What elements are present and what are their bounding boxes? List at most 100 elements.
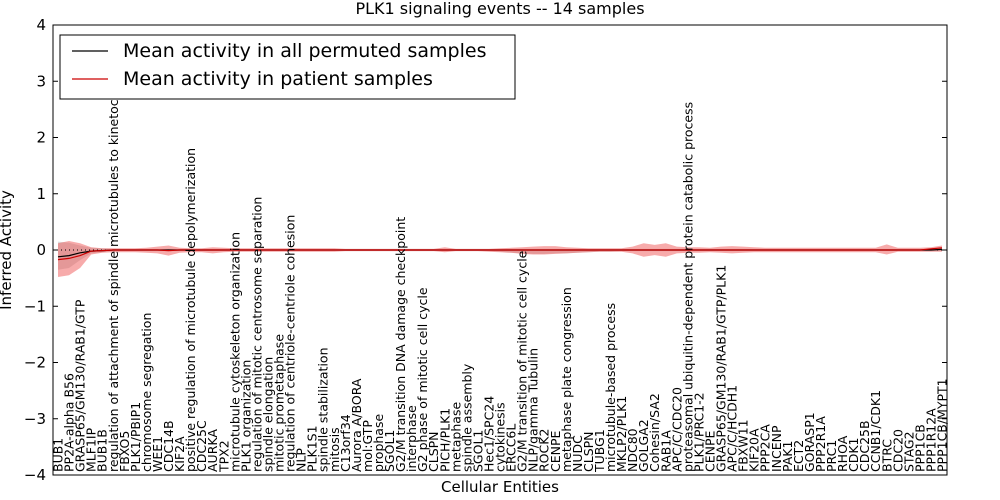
category-label: BTRC bbox=[879, 439, 894, 472]
category-label: APC/C/HCDH1 bbox=[725, 385, 740, 472]
category-label: regulation of attachment of spindle micr… bbox=[106, 71, 121, 472]
legend-label-permuted: Mean activity in all permuted samples bbox=[123, 40, 486, 62]
chart-title: PLK1 signaling events -- 14 samples bbox=[355, 0, 644, 18]
category-label: prophase bbox=[371, 414, 386, 472]
category-label: MKLP2/PLK1 bbox=[614, 396, 629, 472]
category-label: PP2A-alpha B56 bbox=[62, 373, 77, 472]
category-label: G2/M transition DNA damage checkpoint bbox=[393, 217, 408, 472]
category-label: NDC80 bbox=[625, 428, 640, 472]
category-label: APC/C/CDC20 bbox=[669, 387, 684, 472]
category-label: NLP bbox=[294, 448, 309, 472]
category-label: proteasomal ubiquitin-dependent protein … bbox=[680, 102, 695, 472]
category-label: CDC25B bbox=[857, 420, 872, 472]
category-label: CDC14B bbox=[161, 420, 176, 472]
x-axis-label: Cellular Entities bbox=[441, 478, 559, 496]
category-label: GOLGA2 bbox=[636, 419, 651, 472]
category-label: metaphase bbox=[448, 402, 463, 472]
category-label: CDK1 bbox=[846, 437, 861, 472]
category-label: KIF20A bbox=[747, 428, 762, 472]
category-label: CCNB1/CDK1 bbox=[868, 390, 883, 472]
category-label: TUBG1 bbox=[592, 429, 607, 473]
category-label: mitotic prometaphase bbox=[272, 334, 287, 472]
category-label: PPP1CB bbox=[912, 424, 927, 472]
category-label: SGOL1 bbox=[470, 430, 485, 472]
category-label: CLSPN bbox=[581, 431, 596, 472]
category-label: mitosis bbox=[327, 427, 342, 472]
y-tick-label: 3 bbox=[36, 72, 46, 90]
category-label: BUB1B bbox=[95, 429, 110, 472]
category-label: spindle elongation bbox=[260, 357, 275, 472]
category-label: ECT2 bbox=[791, 440, 806, 472]
y-tick-label: 2 bbox=[36, 129, 46, 147]
legend: Mean activity in all permuted samples Me… bbox=[59, 34, 516, 100]
category-label: regulation of mitotic centrosome separat… bbox=[249, 197, 264, 472]
category-label: CDC20 bbox=[890, 429, 905, 472]
category-label: BUB1 bbox=[51, 438, 66, 472]
y-tick-label: −2 bbox=[24, 354, 46, 372]
category-label: mol:GTP bbox=[360, 420, 375, 472]
legend-box bbox=[59, 34, 516, 100]
category-label: TPX2 bbox=[216, 440, 231, 473]
category-label: FBXO5 bbox=[117, 431, 132, 472]
category-label: chromosome segregation bbox=[139, 313, 154, 472]
category-label: NLP/gamma Tubulin bbox=[526, 348, 541, 472]
category-label: NUDC bbox=[570, 435, 585, 472]
category-label: metaphase plate congression bbox=[559, 287, 574, 472]
category-label: Aurora A/BORA bbox=[349, 378, 364, 472]
category-label: microtubule-based process bbox=[603, 303, 618, 472]
category-label: SGOL1 bbox=[382, 430, 397, 472]
category-label: spindle assembly bbox=[459, 363, 474, 472]
category-label: AURKA bbox=[205, 429, 220, 472]
category-label: ERCC6L bbox=[504, 424, 519, 472]
category-label: PPP2R1A bbox=[813, 416, 828, 472]
category-label: PLK1S1 bbox=[305, 425, 320, 472]
category-label: microtubule cytoskeleton organization bbox=[227, 232, 242, 472]
category-label: GRASP65/GM130/RAB1/GTP/PLK1 bbox=[714, 265, 729, 472]
y-tick-label: −1 bbox=[24, 297, 46, 315]
category-label: CLSPN bbox=[426, 431, 441, 472]
category-label: PPP1CB/MYPT1 bbox=[935, 378, 950, 472]
category-label: PLK1/PRC1-2 bbox=[691, 392, 706, 472]
category-label: ROCK2 bbox=[537, 429, 552, 472]
category-label: Hec1/SPC24 bbox=[481, 396, 496, 472]
category-label: MLF1IP bbox=[84, 427, 99, 472]
category-label: INCENP bbox=[769, 425, 784, 472]
category-label: PICH/PLK1 bbox=[437, 408, 452, 472]
y-tick-label: −4 bbox=[24, 466, 46, 484]
category-label: PPP1R12A bbox=[924, 408, 939, 472]
category-label: WEE1 bbox=[150, 436, 165, 472]
category-label: G2 phase of mitotic cell cycle bbox=[415, 287, 430, 472]
category-label: GORASP1 bbox=[802, 412, 817, 472]
y-axis-label: Inferred Activity bbox=[0, 190, 15, 310]
category-label: positive regulation of microtubule depol… bbox=[183, 148, 198, 472]
category-label: CENPE bbox=[548, 430, 563, 472]
category-label: interphase bbox=[404, 405, 419, 472]
category-label: Cohesin/SA2 bbox=[647, 393, 662, 472]
category-label: regulation of centriole-centriole cohesi… bbox=[283, 215, 298, 472]
category-label: spindle stabilization bbox=[316, 347, 331, 472]
category-label: PLK1/PBIP1 bbox=[128, 402, 143, 472]
y-tick-label: 0 bbox=[36, 241, 46, 259]
category-label: KIF2A bbox=[172, 436, 187, 472]
category-label: PAK1 bbox=[780, 441, 795, 472]
category-label: CDC25C bbox=[194, 420, 209, 472]
category-label: GRASP65/GM130/RAB1/GTP bbox=[73, 299, 88, 472]
category-label: RAB1A bbox=[658, 430, 673, 472]
category-label: C13orf34 bbox=[338, 414, 353, 472]
category-label: STAG2 bbox=[901, 431, 916, 472]
category-label: PLK1 organization bbox=[238, 360, 253, 472]
category-label: RHOA bbox=[835, 435, 850, 472]
y-tick-label: 4 bbox=[36, 16, 46, 34]
category-label: CENPE bbox=[703, 430, 718, 472]
category-label: PPP2CA bbox=[758, 424, 773, 472]
category-label: G2/M transition of mitotic cell cycle bbox=[515, 250, 530, 472]
y-tick-label: 1 bbox=[36, 185, 46, 203]
category-label: PRC1 bbox=[824, 440, 839, 472]
series-line-2 bbox=[57, 247, 943, 261]
y-tick-label: −3 bbox=[24, 410, 46, 428]
category-label: FBXW11 bbox=[736, 419, 751, 472]
category-label: cytokinesis bbox=[493, 402, 508, 472]
legend-label-patient: Mean activity in patient samples bbox=[123, 68, 433, 90]
